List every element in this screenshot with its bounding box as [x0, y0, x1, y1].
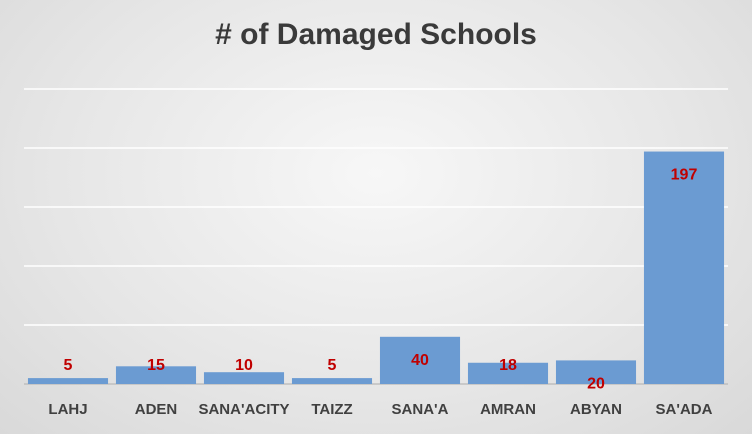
category-label: SA'ADA [656, 401, 713, 418]
gridlines [24, 88, 728, 385]
category-label: ABYAN [570, 401, 622, 418]
bar-aden [115, 366, 197, 384]
category-label: ADEN [135, 401, 178, 418]
value-label: 18 [499, 357, 517, 374]
category-label: AMRAN [480, 401, 536, 418]
category-label: SANA'ACITY [198, 401, 289, 418]
bar-sana-acity [203, 372, 285, 384]
bar-abyan [555, 360, 637, 384]
value-label: 15 [147, 357, 165, 374]
category-label: SANA'A [392, 401, 449, 418]
bars [27, 151, 725, 384]
value-label: 40 [411, 352, 429, 369]
bar-amran [467, 362, 549, 384]
category-label: LAHJ [48, 401, 87, 418]
bar-sana-a [379, 336, 461, 384]
bar-sa-ada [643, 151, 725, 384]
value-labels: 5 15 10 5 40 18 20 197 [64, 167, 698, 393]
value-label: 197 [671, 167, 698, 184]
value-label: 5 [64, 357, 73, 374]
category-labels: LAHJ ADEN SANA'ACITY TAIZZ SANA'A AMRAN ABYAN S… [48, 401, 712, 418]
value-label: 5 [328, 357, 337, 374]
value-label: 20 [587, 375, 605, 392]
category-label: TAIZZ [311, 401, 352, 418]
chart-title: # of Damaged Schools [215, 18, 537, 51]
bar-taizz [291, 378, 373, 384]
bar-lahj [27, 378, 109, 384]
value-label: 10 [235, 357, 253, 374]
